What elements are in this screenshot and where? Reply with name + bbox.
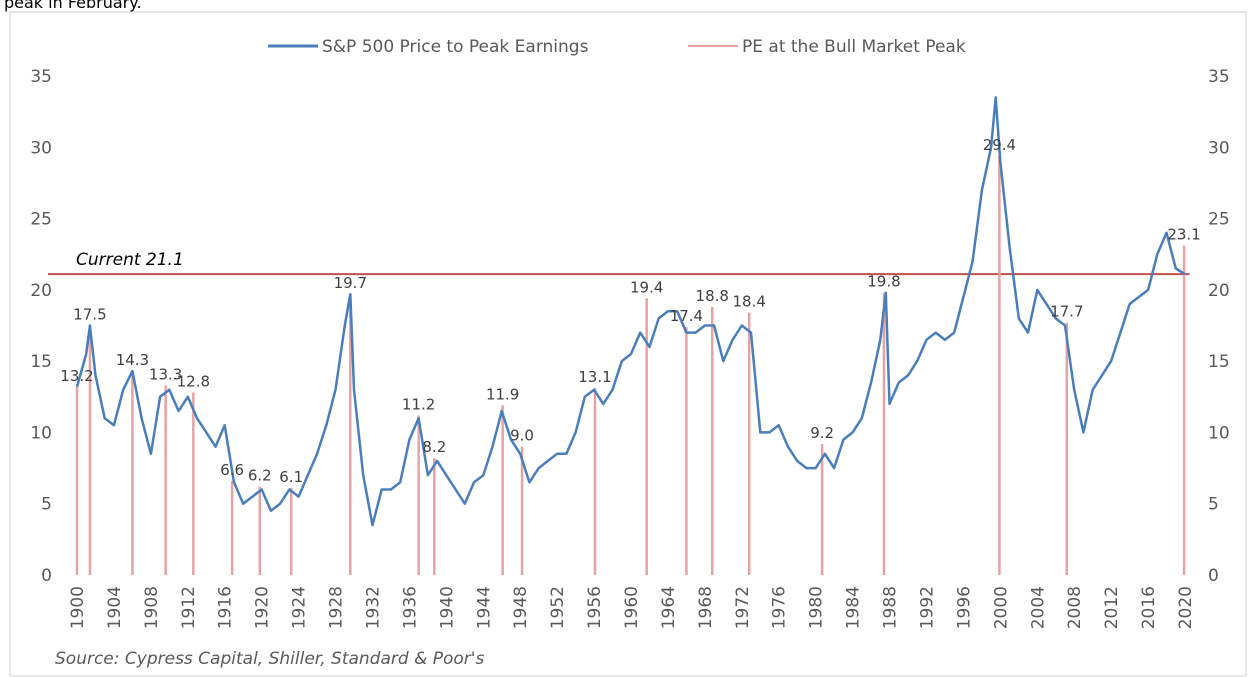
peak-label: 11.2: [402, 395, 435, 413]
x-tick-label: 1968: [696, 586, 716, 629]
x-tick-label: 1920: [253, 586, 273, 629]
x-tick-label: 1984: [844, 586, 864, 629]
x-tick-label: 1912: [179, 586, 199, 629]
peak-label: 14.3: [116, 351, 149, 369]
x-tick-label: 1924: [290, 586, 310, 629]
x-tick-label: 2020: [1176, 586, 1196, 629]
peak-label: 19.4: [630, 278, 663, 296]
peak-label: 6.2: [248, 467, 272, 485]
source: Source: Cypress Capital, Shiller, Standa…: [55, 649, 484, 669]
y-tick-label: 10: [30, 423, 52, 443]
peak-label: 18.4: [732, 293, 765, 311]
y2-tick-label: 15: [1208, 352, 1230, 372]
peak-label: 17.4: [670, 307, 703, 325]
x-tick-label: 1948: [511, 586, 531, 629]
x-tick-label: 1900: [68, 586, 88, 629]
peak-label: 9.2: [810, 424, 834, 442]
x-tick-label: 1960: [622, 586, 642, 629]
x-tick-label: 1980: [807, 586, 827, 629]
peak-label: 12.8: [177, 373, 210, 391]
caption: peak in February.: [4, 0, 142, 12]
peak-label: 13.3: [149, 365, 182, 383]
y-tick-label: 0: [41, 566, 52, 586]
x-tick-label: 1940: [437, 586, 457, 629]
x-tick-label: 1956: [585, 586, 605, 629]
peak-label: 29.4: [983, 136, 1016, 154]
peak-label: 17.5: [73, 306, 106, 324]
peak-label: 18.8: [696, 287, 729, 305]
y2-tick-label: 25: [1208, 210, 1230, 230]
x-tick-label: 2016: [1139, 586, 1159, 629]
y-tick-label: 25: [30, 210, 52, 230]
y-tick-label: 5: [41, 495, 52, 515]
peak-label: 9.0: [510, 427, 534, 445]
x-tick-label: 1964: [659, 586, 679, 629]
x-tick-label: 2008: [1065, 586, 1085, 629]
peak-label: 19.8: [867, 273, 900, 291]
line-series: [75, 96, 1186, 527]
y2-tick-label: 20: [1208, 281, 1230, 301]
x-tick-label: 1936: [400, 586, 420, 629]
x-tick-label: 1904: [105, 586, 125, 629]
y-tick-label: 15: [30, 352, 52, 372]
x-tick-label: 1992: [917, 586, 937, 629]
peak-label: 6.6: [220, 461, 244, 479]
x-tick-label: 1972: [733, 586, 753, 629]
reference-label: Current 21.1: [76, 250, 184, 270]
peak-label: 23.1: [1167, 226, 1200, 244]
x-tick-label: 1996: [954, 586, 974, 629]
peak-label: 11.9: [486, 385, 519, 403]
x-tick-label: 2000: [991, 586, 1011, 629]
peak-label: 8.2: [422, 438, 446, 456]
x-tick-label: 1944: [474, 586, 494, 629]
y2-tick-label: 5: [1208, 495, 1219, 515]
x-tick-label: 1976: [770, 586, 790, 629]
x-tick-label: 1928: [327, 586, 347, 629]
x-tick-label: 1908: [142, 586, 162, 629]
peak-label: 13.1: [578, 368, 611, 386]
y2-tick-label: 30: [1208, 138, 1230, 158]
chart-frame: [9, 11, 1247, 677]
y2-tick-label: 35: [1208, 67, 1230, 87]
y2-tick-label: 0: [1208, 566, 1219, 586]
x-tick-label: 1932: [363, 586, 383, 629]
x-tick-label: 1952: [548, 586, 568, 629]
peak-label: 6.1: [279, 468, 303, 486]
x-tick-label: 2012: [1102, 586, 1122, 629]
legend-label: S&P 500 Price to Peak Earnings: [322, 37, 589, 57]
y-tick-label: 20: [30, 281, 52, 301]
peak-label: 19.7: [334, 274, 367, 292]
y-tick-label: 35: [30, 67, 52, 87]
legend-label: PE at the Bull Market Peak: [742, 37, 966, 57]
y-tick-label: 30: [30, 138, 52, 158]
x-tick-label: 2004: [1028, 586, 1048, 629]
x-tick-label: 1988: [881, 586, 901, 629]
peak-label: 13.2: [60, 367, 93, 385]
x-tick-label: 1916: [216, 586, 236, 629]
peak-label: 17.7: [1050, 303, 1083, 321]
y2-tick-label: 10: [1208, 423, 1230, 443]
